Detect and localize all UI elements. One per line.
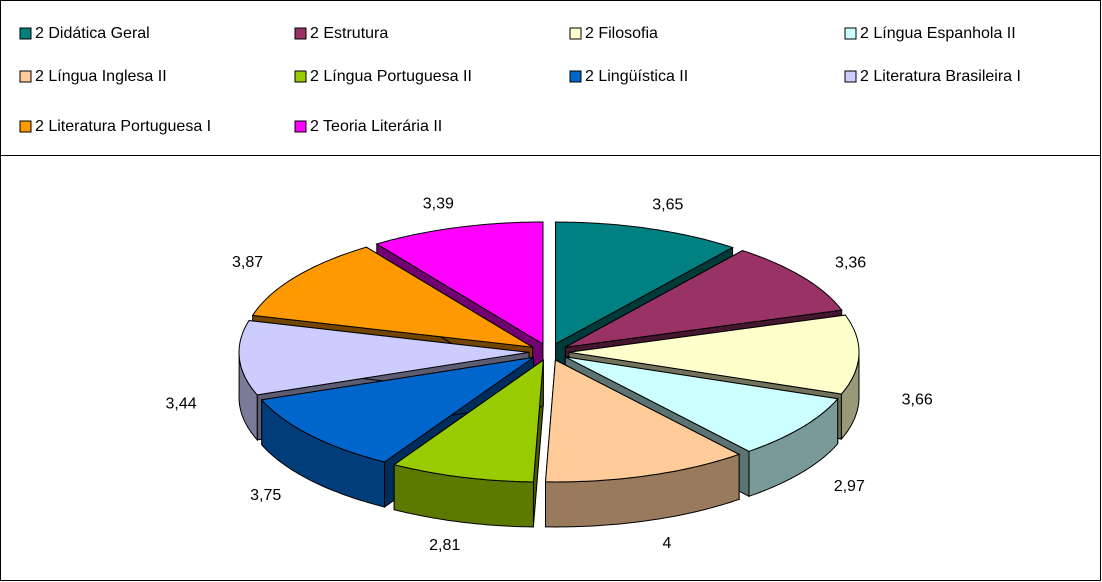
slice-top [375,221,544,345]
legend-swatch [844,70,857,83]
slice-top [565,356,839,452]
data-label: 2,97 [834,478,865,495]
data-label: 3,39 [423,195,454,212]
legend-swatch [844,27,857,40]
data-label: 3,75 [250,487,281,504]
data-label: 2,81 [429,537,460,554]
legend-label: 2 Língua Inglesa II [35,68,167,85]
data-label: 3,87 [232,254,263,271]
legend-swatch [294,27,307,40]
legend-label: 2 Didática Geral [35,25,150,42]
slice-top [555,221,734,345]
legend-label: 2 Literatura Portuguesa I [35,118,211,135]
pie-slice [393,359,544,528]
slice-top [260,356,534,463]
legend-label: 2 Língua Portuguesa II [310,68,472,85]
slice-top [251,246,533,348]
legend-label: 2 Estrutura [310,25,388,42]
legend-label: 2 Teoria Literária II [310,118,442,135]
slice-top [238,320,530,396]
legend-label: 2 Filosofia [585,25,658,42]
legend-swatch [569,70,582,83]
data-label: 3,44 [166,395,197,412]
slice-top [568,314,860,395]
data-label: 4 [662,535,671,552]
legend-swatch [294,120,307,133]
data-label: 3,36 [835,254,866,271]
data-label: 3,66 [902,391,933,408]
legend-label: 2 Lingüística II [585,68,688,85]
slice-top [393,359,544,483]
data-label: 3,65 [652,197,683,214]
slice-top [565,250,843,348]
legend-swatch [19,70,32,83]
legend-swatch [19,120,32,133]
legend-swatch [19,27,32,40]
slice-top [544,359,741,483]
legend-label: 2 Literatura Brasileira I [860,68,1021,85]
pie-slice [544,359,741,528]
legend-label: 2 Língua Espanhola II [860,25,1016,42]
legend-swatch [294,70,307,83]
legend-swatch [569,27,582,40]
